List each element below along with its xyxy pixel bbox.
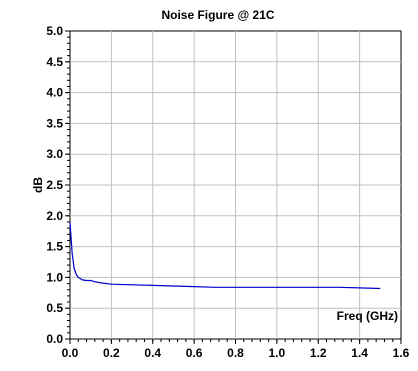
x-tick-label: 1.0 bbox=[269, 346, 286, 360]
x-tick-label: 0.8 bbox=[227, 346, 244, 360]
y-tick-label: 5.0 bbox=[46, 24, 63, 38]
y-tick-label: 0.5 bbox=[46, 301, 63, 315]
y-tick-label: 3.5 bbox=[46, 116, 63, 130]
x-tick-label: 1.6 bbox=[393, 346, 410, 360]
y-tick-labels: 0.0 0.5 1.0 1.5 2.0 2.5 3.0 3.5 4.0 4.5 5.0 bbox=[46, 24, 63, 346]
noise-figure-line bbox=[69, 221, 381, 290]
y-tick-label: 0.0 bbox=[46, 332, 63, 346]
axis-ticks bbox=[65, 30, 402, 344]
x-tick-label: 0.4 bbox=[144, 346, 161, 360]
y-tick-label: 3.0 bbox=[46, 147, 63, 161]
chart-title: Noise Figure @ 21C bbox=[161, 8, 274, 22]
y-tick-label: 2.5 bbox=[46, 178, 63, 192]
x-tick-label: 0.2 bbox=[103, 346, 120, 360]
y-tick-label: 2.0 bbox=[46, 209, 63, 223]
x-tick-labels: 0.0 0.2 0.4 0.6 0.8 1.0 1.2 1.4 1.6 bbox=[62, 346, 410, 360]
y-tick-label: 4.0 bbox=[46, 86, 63, 100]
x-tick-label: 0.0 bbox=[62, 346, 79, 360]
y-tick-label: 4.5 bbox=[46, 55, 63, 69]
x-tick-label: 1.4 bbox=[351, 346, 368, 360]
y-axis-label: dB bbox=[31, 177, 45, 193]
y-tick-label: 1.5 bbox=[46, 240, 63, 254]
x-axis-label: Freq (GHz) bbox=[337, 309, 398, 323]
x-tick-label: 0.6 bbox=[186, 346, 203, 360]
x-tick-label: 1.2 bbox=[310, 346, 327, 360]
y-tick-label: 1.0 bbox=[46, 270, 63, 284]
